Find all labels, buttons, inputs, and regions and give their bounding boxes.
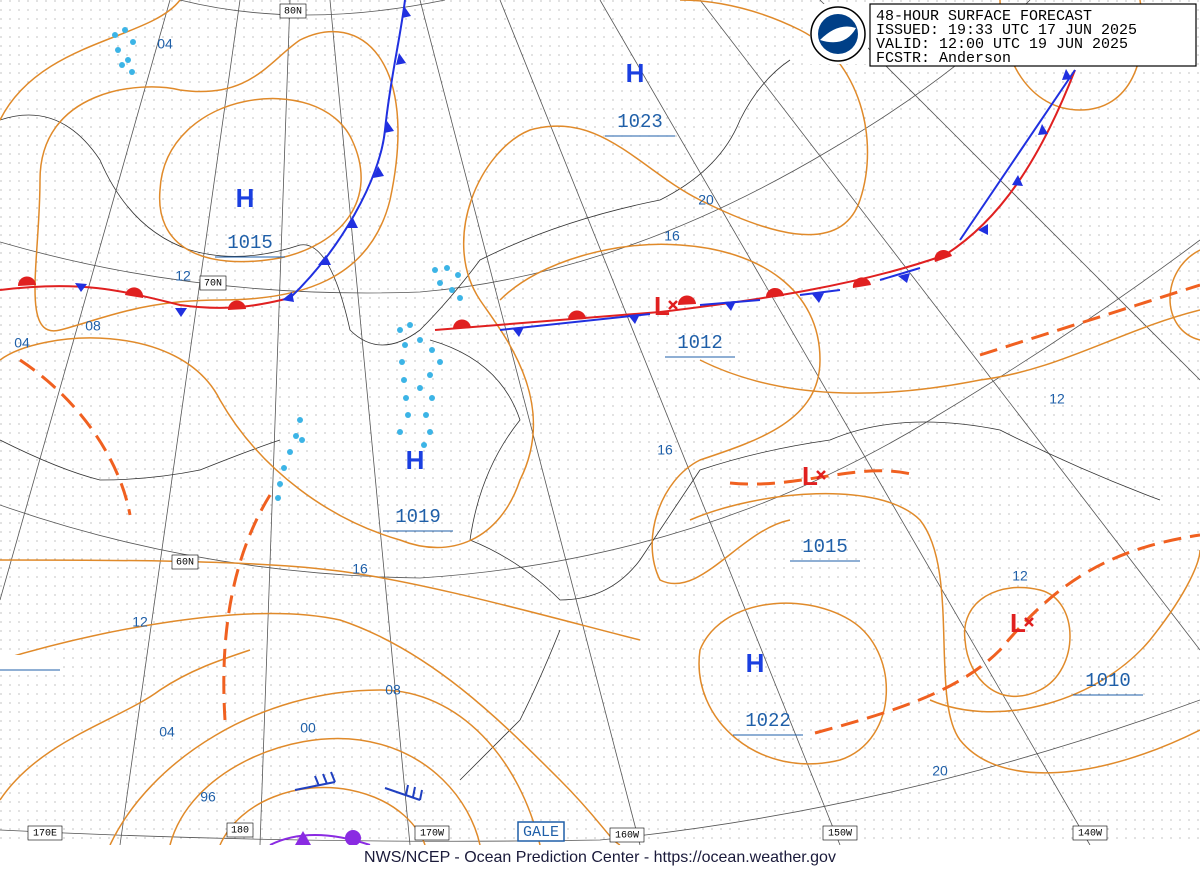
center-pressure: 1022 [745,710,791,732]
center-symbol: H [406,445,425,475]
troughs [19,283,1200,735]
center-pressure: 1010 [1085,670,1131,692]
map-grid [0,0,1200,845]
header-line: ISSUED: 19:33 UTC 17 JUN 2025 [876,22,1137,39]
noaa-logo-bird [820,26,856,43]
center-pressure: 1015 [227,232,273,254]
graticule [0,0,1200,846]
fronts [0,0,1076,337]
center-symbol: H [626,58,645,88]
isobar-label: 20 [698,192,714,208]
isobar-label: 08 [385,682,401,698]
longitude-label: 170E [33,829,57,840]
low-center-mark [668,300,678,310]
graticule-label: 170W [414,825,450,841]
footer-strip [0,845,1200,875]
inset-edge [0,655,60,670]
coastline [0,59,1161,781]
isobars [0,0,1200,846]
isobar-label: 08 [85,318,101,334]
isobar-label: 96 [200,789,216,805]
isobar-label: 16 [352,561,368,577]
latitude-label: 80N [284,7,302,18]
header-line: FCSTR: Anderson [876,50,1011,67]
graticule-label: 140W [1072,825,1108,841]
longitude-label: 160W [615,831,639,842]
header-line: 48-HOUR SURFACE FORECAST [876,8,1092,25]
isobar-label: 04 [159,724,175,740]
isobar-label: 00 [300,720,316,736]
isobar-label: 12 [1049,391,1065,407]
warning-box [517,821,565,842]
pressure-centers: H 1023 H 1015 L 1012 H 1019 L 1015 H 1022 L 1010 [215,58,1143,736]
occluded-front-symbol [295,831,311,845]
warning-label: GALE [523,824,559,841]
isobar-label: 12 [1012,568,1028,584]
header-box [869,3,1197,67]
center-pressure: 1015 [802,536,848,558]
isobar-label: 20 [932,763,948,779]
longitude-label: 150W [828,829,852,840]
isobar-label: 04 [14,335,30,351]
low-center-mark [816,470,826,480]
graticule-label: 60N [171,554,199,570]
longitude-label: 140W [1078,829,1102,840]
graticule-label: 160W [609,827,645,843]
isobar-label: 16 [664,228,680,244]
latitude-label: 60N [176,558,194,569]
graticule-label: 170E [27,825,63,841]
longitude-label: 170W [420,829,444,840]
graticule-label: 70N [199,275,227,291]
center-symbol: H [746,648,765,678]
graticule-label: 150W [822,825,858,841]
graticule-label: 180 [226,822,254,838]
wind-barbs [294,771,423,801]
center-symbol: L [802,461,818,491]
center-pressure: 1023 [617,111,663,133]
isobar-label: 12 [132,614,148,630]
latitude-label: 70N [204,279,222,290]
occluded-front-symbol [345,830,361,846]
center-symbol: L [1010,608,1026,638]
precipitation [112,27,463,501]
isobar-labels: 04 12 08 04 20 16 16 12 16 12 08 00 04 9… [14,36,1065,805]
low-center-mark [1024,617,1034,627]
longitude-label: 180 [231,826,249,837]
header-line: VALID: 12:00 UTC 19 JUN 2025 [876,36,1128,53]
isobar-label: 16 [657,442,673,458]
center-symbol: H [236,183,255,213]
graticule-labels: 80N 70N 60N 170E 180 170W 160W 150W 140W [27,3,1108,843]
center-pressure: 1012 [677,332,723,354]
isobar-label: 04 [157,36,173,52]
center-symbol: L [654,291,670,321]
graticule-label: 80N [279,3,307,19]
header: 48-HOUR SURFACE FORECAST ISSUED: 19:33 U… [810,3,1197,67]
footer: NWS/NCEP - Ocean Prediction Center - htt… [364,849,836,866]
isobar-label: 12 [175,268,191,284]
center-pressure: 1019 [395,506,441,528]
